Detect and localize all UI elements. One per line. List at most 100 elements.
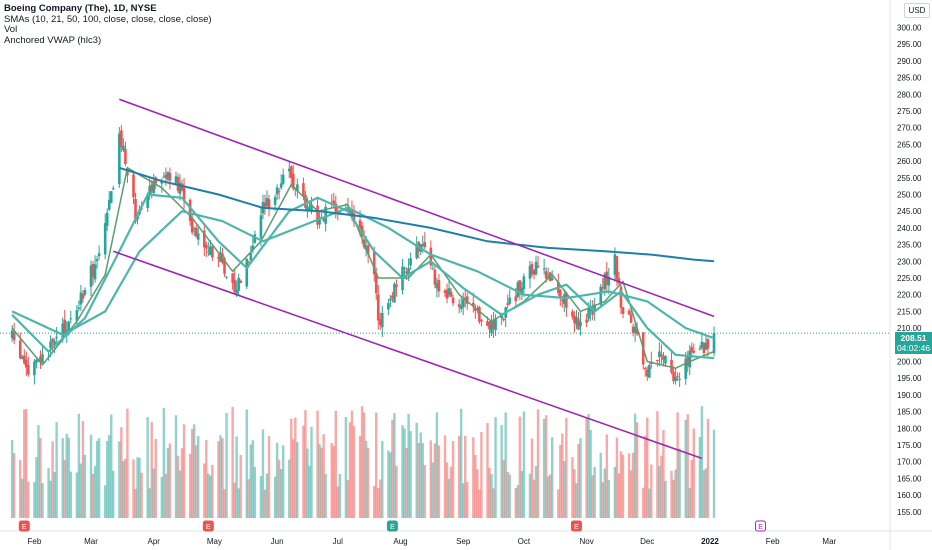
volume-bar — [306, 448, 309, 518]
last-price-label: 208.51 04:02:46 — [895, 332, 932, 354]
vwap-legend[interactable]: Anchored VWAP (hlc3) — [4, 34, 102, 46]
volume-bar — [197, 435, 200, 518]
candle-body — [134, 198, 137, 222]
candle-body — [152, 180, 156, 193]
channel-line-lower[interactable] — [113, 250, 703, 460]
candle-body — [168, 172, 172, 181]
volume-bar — [561, 433, 564, 518]
volume-bar — [629, 470, 633, 518]
sma-legend[interactable]: SMAs (10, 21, 50, 100, close, close, clo… — [4, 13, 212, 25]
volume-bar — [205, 440, 208, 518]
candle-body — [205, 244, 208, 249]
candle-body — [287, 168, 291, 172]
candle-body — [463, 297, 467, 299]
volume-bar — [53, 472, 56, 518]
candle-body — [196, 233, 200, 240]
candle-body — [692, 350, 696, 353]
earnings-marker-icon[interactable] — [202, 520, 214, 532]
volume-bar — [599, 452, 602, 518]
volume-bar — [110, 414, 113, 518]
earnings-marker-icon[interactable] — [755, 520, 767, 532]
candle-body — [558, 289, 562, 299]
volume-bar — [462, 483, 465, 518]
candle-body — [393, 283, 396, 303]
volume-bar — [664, 480, 667, 518]
candle-body — [77, 307, 81, 309]
volume-bar — [265, 473, 269, 518]
candle-body — [451, 297, 455, 304]
candle-body — [24, 359, 28, 368]
currency-button[interactable]: USD — [904, 3, 930, 18]
y-tick-label: 165.00 — [897, 474, 922, 483]
candle-body — [635, 329, 639, 335]
candle-body — [182, 187, 186, 202]
x-tick-label: Feb — [766, 537, 780, 546]
volume-bar — [405, 448, 408, 518]
candle-body — [245, 258, 249, 287]
candle-body — [443, 290, 447, 293]
candle-body — [95, 259, 99, 262]
volume-bar — [607, 480, 611, 518]
sma-line-sma-21[interactable] — [11, 193, 715, 360]
volume-bar — [233, 482, 236, 518]
volume-bar — [508, 474, 511, 518]
channel-line-upper[interactable] — [119, 98, 715, 318]
candle-body — [194, 227, 198, 237]
candle-body — [672, 372, 675, 382]
volume-bar — [712, 429, 716, 518]
volume-bar — [417, 442, 420, 518]
volume-bar — [656, 411, 659, 518]
sma-line-sma-100[interactable] — [119, 166, 715, 263]
candle-body — [599, 286, 603, 305]
volume-bar — [281, 445, 285, 518]
candle-body — [643, 367, 647, 369]
candle-body — [162, 176, 166, 178]
earnings-marker-icon[interactable] — [18, 520, 30, 532]
y-tick-label: 280.00 — [897, 90, 922, 99]
candle-body — [225, 276, 228, 278]
volume-bar — [532, 479, 536, 518]
volume-bar — [678, 448, 681, 518]
candle-body — [684, 358, 688, 379]
candle-body — [490, 321, 493, 334]
x-tick-label: Oct — [518, 537, 531, 546]
volume-bar — [146, 417, 149, 518]
candle-body — [211, 245, 214, 258]
volume-legend[interactable]: Vol — [4, 24, 18, 35]
volume-bar — [429, 440, 433, 518]
symbol-title[interactable]: Boeing Company (The), 1D, NYSE — [4, 3, 157, 14]
candle-body — [217, 257, 220, 259]
candle-body — [621, 307, 625, 314]
volume-bar — [344, 417, 348, 518]
candle-body — [502, 318, 505, 321]
volume-bar — [593, 466, 596, 518]
candle-body — [690, 346, 694, 353]
candle-body — [97, 253, 101, 257]
candle-body — [233, 279, 236, 293]
candle-body — [660, 354, 663, 356]
volume-bar — [55, 422, 58, 518]
candle-body — [79, 292, 83, 305]
candle-body — [520, 287, 524, 295]
candle-body — [437, 280, 441, 292]
candle-body — [111, 188, 115, 190]
volume-bar — [140, 472, 143, 518]
candle-body — [472, 302, 475, 307]
candle-body — [603, 273, 607, 290]
y-tick-label: 195.00 — [897, 374, 922, 383]
volume-bar — [706, 418, 710, 518]
earnings-marker-icon[interactable] — [570, 520, 582, 532]
candle-body — [164, 174, 168, 178]
volume-bar — [502, 459, 505, 518]
volume-bar — [296, 442, 299, 518]
x-tick-label: Nov — [579, 537, 593, 546]
volume-bar — [112, 470, 115, 518]
volume-bar — [563, 460, 566, 518]
earnings-marker-icon[interactable] — [386, 520, 398, 532]
candle-body — [308, 208, 311, 210]
volume-bar — [619, 451, 623, 518]
candle-body — [550, 277, 554, 281]
volume-bar — [225, 412, 228, 518]
candle-body — [405, 271, 408, 274]
